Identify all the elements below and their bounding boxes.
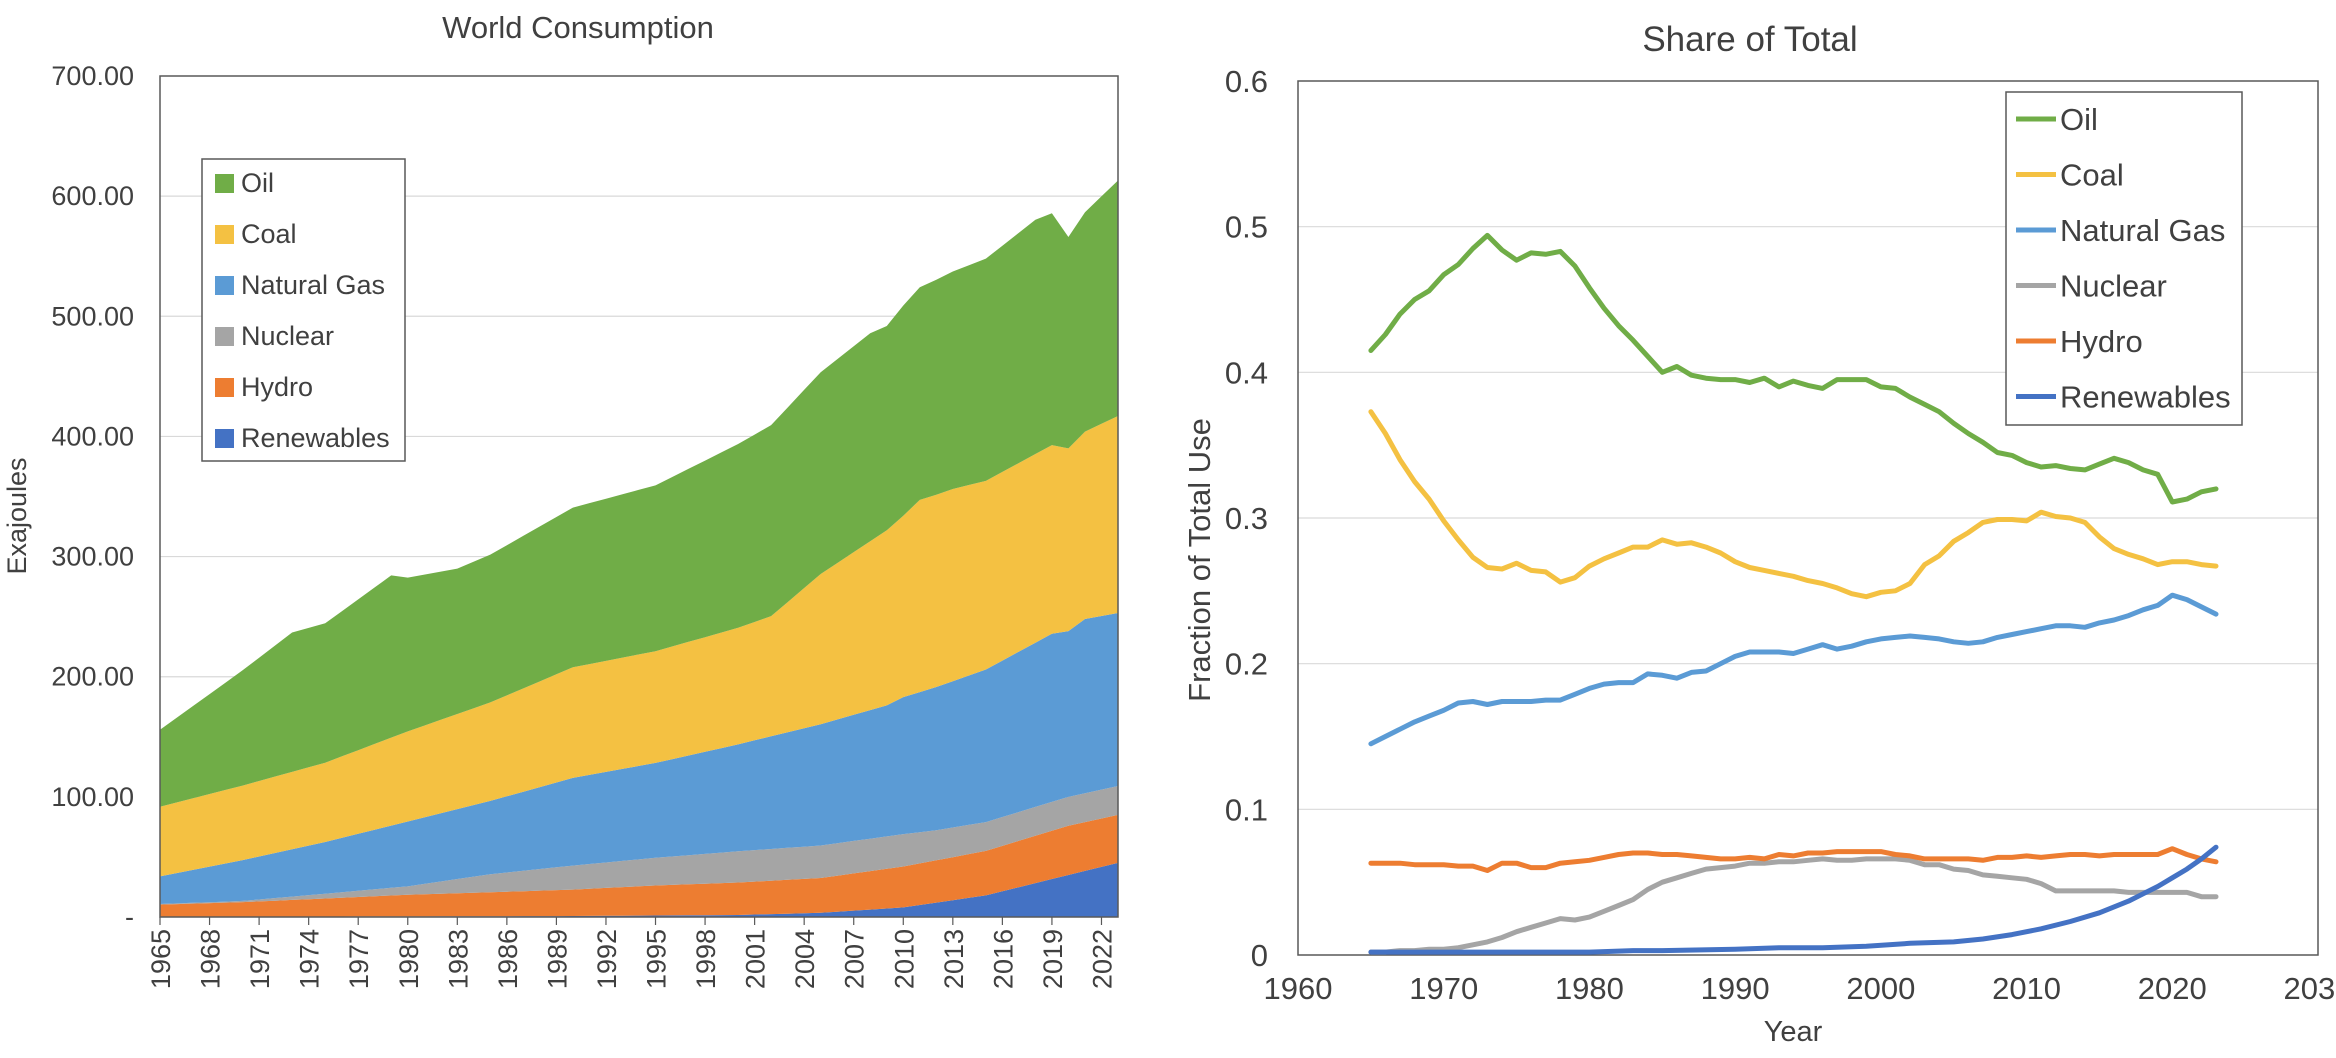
line-nuclear xyxy=(1368,856,2219,955)
left-y-tick-label: - xyxy=(125,902,134,932)
right-x-tick-label: 2030 xyxy=(2284,971,2336,1006)
right-legend-label-nuclear: Nuclear xyxy=(2060,269,2167,304)
right-x-tick-label: 2020 xyxy=(2138,971,2207,1006)
left-x-tick-label: 1974 xyxy=(295,929,325,989)
left-x-tick-label: 1992 xyxy=(592,929,622,989)
left-x-tick-label: 1971 xyxy=(245,929,275,989)
left-legend-swatch-oil xyxy=(215,174,234,193)
right-legend-label-coal: Coal xyxy=(2060,158,2124,193)
line-coal xyxy=(1368,409,2219,600)
left-y-tick-label: 300.00 xyxy=(51,542,134,572)
right-line-series xyxy=(1368,232,2219,955)
line-renewables xyxy=(1368,844,2219,955)
left-y-tick-label: 700.00 xyxy=(51,61,134,91)
right-x-tick-label: 1990 xyxy=(1701,971,1770,1006)
left-x-tick-label: 2022 xyxy=(1087,929,1117,989)
left-y-tick-label: 600.00 xyxy=(51,181,134,211)
left-x-tick-label: 1968 xyxy=(196,929,226,989)
right-legend-label-oil: Oil xyxy=(2060,102,2098,137)
area-oil xyxy=(160,180,1118,807)
right-legend: Oil Coal Natural Gas Nuclear Hydro Renewables xyxy=(2005,91,2243,426)
right-x-tick-labels: 1960 1970 1980 1990 2000 2010 2020 2030 xyxy=(1264,971,2336,1006)
left-legend: Oil Coal Natural Gas Nuclear Hydro Renewables xyxy=(201,158,406,462)
left-legend-box xyxy=(201,158,406,462)
left-legend-label-hydro: Hydro xyxy=(241,372,313,402)
left-x-tick-label: 1986 xyxy=(493,929,523,989)
left-y-tick-label: 500.00 xyxy=(51,301,134,331)
right-y-tick-label: 0.5 xyxy=(1225,210,1268,245)
left-legend-label-natural-gas: Natural Gas xyxy=(241,270,385,300)
left-x-tick-label: 1977 xyxy=(344,929,374,989)
line-hydro xyxy=(1368,846,2219,873)
area-coal xyxy=(160,416,1118,877)
left-area-series xyxy=(160,180,1118,917)
left-legend-swatch-coal xyxy=(215,225,234,244)
area-renewables xyxy=(160,862,1118,917)
left-chart-title: World Consumption xyxy=(442,10,714,45)
line-oil xyxy=(1368,232,2219,505)
left-x-tick-label: 2013 xyxy=(939,929,969,989)
right-legend-box xyxy=(2005,91,2243,426)
share-of-total-chart: Share of Total Fraction of Total Use Yea… xyxy=(1182,20,2336,1048)
world-consumption-chart: World Consumption Exajoules - 100.00 200.0… xyxy=(2,10,1119,989)
right-y-tick-label: 0.4 xyxy=(1225,355,1268,390)
left-y-tick-label: 400.00 xyxy=(51,421,134,451)
left-legend-label-nuclear: Nuclear xyxy=(241,321,334,351)
right-legend-label-renewables: Renewables xyxy=(2060,380,2231,415)
left-x-tick-label: 2010 xyxy=(889,929,919,989)
left-x-tick-label: 1998 xyxy=(691,929,721,989)
left-x-tick-label: 1989 xyxy=(542,929,572,989)
left-x-tick-label: 1983 xyxy=(443,929,473,989)
left-x-tick-label: 2007 xyxy=(840,929,870,989)
left-y-tick-label: 100.00 xyxy=(51,782,134,812)
area-natural-gas xyxy=(160,613,1118,904)
area-hydro xyxy=(160,814,1118,917)
right-legend-label-natural-gas: Natural Gas xyxy=(2060,213,2225,248)
right-y-tick-label: 0 xyxy=(1251,938,1268,973)
left-x-tick-labels: 1965 1968 1971 1974 1977 1980 1983 1986 1989 1992… xyxy=(146,917,1117,989)
right-y-tick-label: 0.3 xyxy=(1225,501,1268,536)
right-plot-border xyxy=(1297,80,2319,956)
left-plot-border xyxy=(159,75,1119,918)
area-nuclear xyxy=(160,786,1118,905)
line-natural-gas xyxy=(1368,592,2219,747)
left-legend-label-oil: Oil xyxy=(241,168,274,198)
left-x-tick-label: 1995 xyxy=(642,929,672,989)
left-y-axis-label: Exajoules xyxy=(2,457,32,574)
right-x-axis-label: Year xyxy=(1764,1016,1823,1048)
right-y-tick-label: 0.2 xyxy=(1225,647,1268,682)
left-x-tick-label: 1980 xyxy=(394,929,424,989)
right-y-tick-label: 0.1 xyxy=(1225,792,1268,827)
right-y-axis-label: Fraction of Total Use xyxy=(1182,418,1217,702)
left-x-tick-label: 2001 xyxy=(741,929,771,989)
left-x-tick-label: 2016 xyxy=(988,929,1018,989)
right-gridlines xyxy=(1298,226,2318,810)
left-legend-swatch-renewables xyxy=(215,429,234,448)
left-x-tick-label: 2004 xyxy=(790,929,820,989)
right-x-tick-label: 2000 xyxy=(1846,971,1915,1006)
right-x-tick-label: 1960 xyxy=(1264,971,1333,1006)
right-x-tick-label: 2010 xyxy=(1992,971,2061,1006)
right-y-tick-labels: 0 0.1 0.2 0.3 0.4 0.5 0.6 xyxy=(1225,64,1268,973)
right-chart-title: Share of Total xyxy=(1642,20,1857,59)
right-legend-label-hydro: Hydro xyxy=(2060,324,2143,359)
left-y-tick-labels: - 100.00 200.00 300.00 400.00 500.00 600.00 700… xyxy=(51,61,134,932)
right-x-tick-label: 1970 xyxy=(1409,971,1478,1006)
left-legend-swatch-nuclear xyxy=(215,327,234,346)
left-x-tick-label: 2019 xyxy=(1038,929,1068,989)
left-legend-label-coal: Coal xyxy=(241,219,297,249)
right-x-tick-label: 1980 xyxy=(1555,971,1624,1006)
left-x-tick-label: 1965 xyxy=(146,929,176,989)
left-legend-swatch-hydro xyxy=(215,378,234,397)
left-legend-label-renewables: Renewables xyxy=(241,423,390,453)
left-legend-swatch-natural-gas xyxy=(215,276,234,295)
right-y-tick-label: 0.6 xyxy=(1225,64,1268,99)
left-y-tick-label: 200.00 xyxy=(51,662,134,692)
